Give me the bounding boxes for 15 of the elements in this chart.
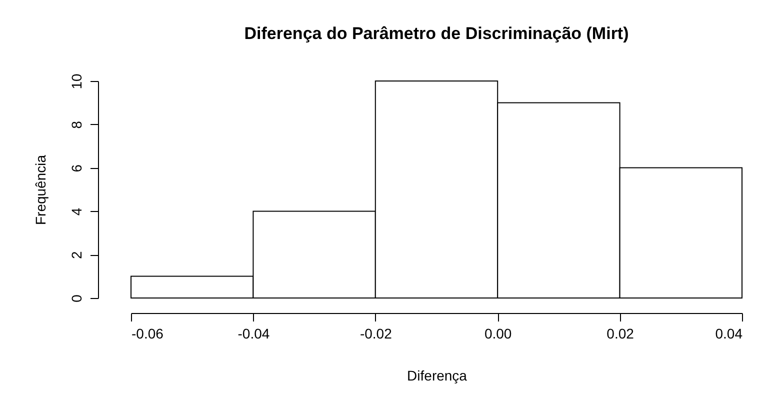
- y-tick-label: 10: [68, 74, 84, 90]
- x-tick-label: -0.06: [132, 326, 164, 342]
- y-tick-label: 0: [68, 294, 84, 302]
- x-tick-label: -0.02: [360, 326, 392, 342]
- y-tick-label: 8: [68, 120, 84, 129]
- y-tick-label: 4: [68, 208, 84, 216]
- x-tick-label: 0.02: [606, 326, 634, 342]
- x-tick-label: 0.04: [715, 326, 743, 342]
- x-axis-title: Diferença: [407, 368, 468, 384]
- x-tick-label: -0.04: [238, 326, 270, 342]
- x-tick-label: 0.00: [484, 326, 512, 342]
- y-axis-title: Frequência: [32, 154, 48, 226]
- chart-title: Diferença do Parâmetro de Discriminação (Mirt): [244, 24, 629, 44]
- y-tick-label: 2: [68, 251, 84, 259]
- y-tick-label: 6: [68, 164, 84, 172]
